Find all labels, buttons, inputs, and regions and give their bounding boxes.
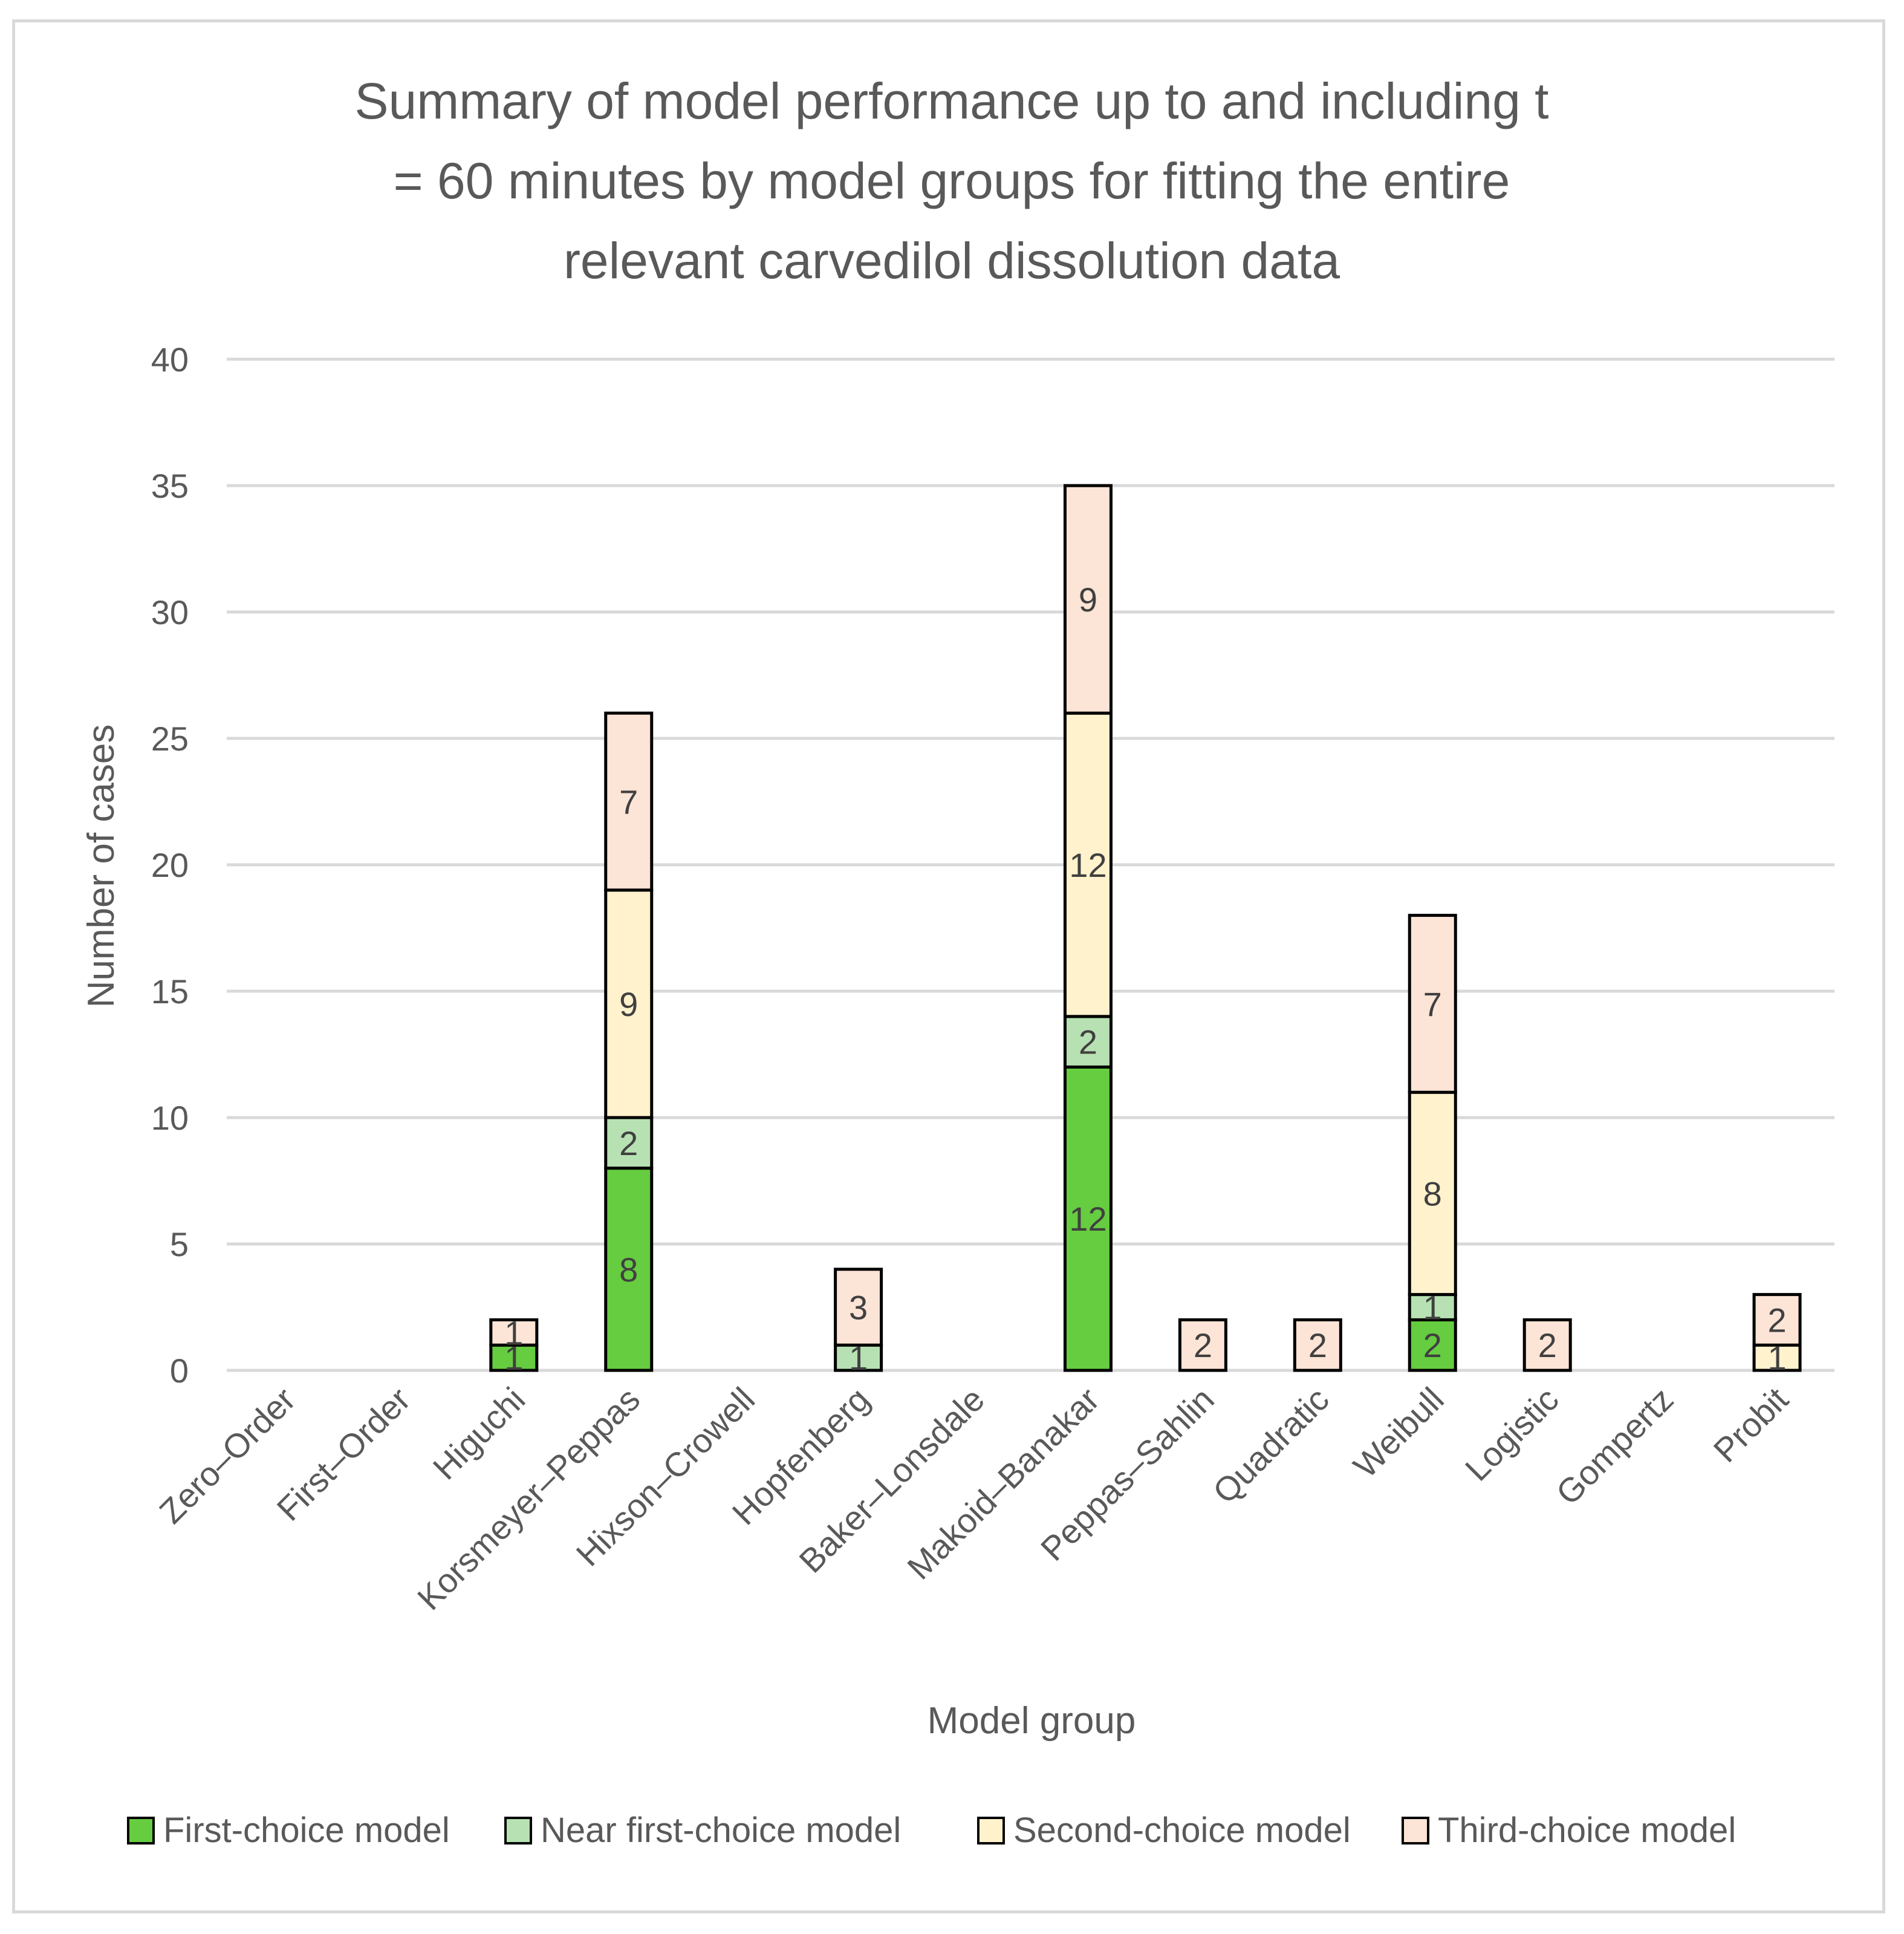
bar-segment (1408, 1318, 1457, 1372)
bar-segment (1752, 1293, 1802, 1347)
y-tick-label: 35 (151, 467, 189, 505)
y-tick-label: 5 (170, 1225, 189, 1263)
legend-label: Near first-choice model (541, 1811, 901, 1850)
data-label: 2 (1423, 1326, 1442, 1364)
bar-segment (489, 1343, 539, 1372)
data-label: 2 (1079, 1023, 1097, 1061)
bar-segment (604, 1167, 654, 1372)
data-label: 2 (619, 1124, 638, 1162)
bar-segment (604, 711, 654, 892)
legend-swatch (977, 1817, 1005, 1844)
bar-segment (1408, 914, 1457, 1094)
chart-title: Summary of model performance up to and i… (354, 73, 1548, 289)
bar-segment (1408, 1293, 1457, 1321)
data-label: 1 (504, 1314, 523, 1352)
y-tick-label: 10 (151, 1099, 189, 1137)
data-label: 3 (849, 1289, 868, 1327)
legend-swatch (504, 1817, 532, 1844)
data-label: 2 (1538, 1326, 1557, 1364)
legend-label: First-choice model (163, 1811, 450, 1850)
legend-swatch (127, 1817, 155, 1844)
bar-segment (1522, 1318, 1572, 1372)
data-label: 2 (1308, 1326, 1327, 1364)
y-tick-label: 25 (151, 720, 189, 758)
x-tick-label: Korsmeyer–Peppas (410, 1380, 647, 1617)
y-tick-label: 15 (151, 972, 189, 1011)
x-tick-label: Gompertz (1548, 1380, 1680, 1512)
chart-frame (12, 19, 1885, 1913)
bar-segment (834, 1268, 883, 1347)
data-label: 2 (1767, 1301, 1786, 1339)
x-tick-label: Probit (1706, 1380, 1796, 1470)
y-tick-label: 0 (170, 1352, 189, 1390)
bar-segment (1063, 1065, 1113, 1372)
x-tick-label: Higuchi (426, 1380, 533, 1487)
x-tick-label: Weibull (1346, 1380, 1451, 1485)
legend-label: Third-choice model (1438, 1811, 1736, 1850)
data-label: 9 (619, 985, 638, 1023)
data-label: 7 (1423, 985, 1442, 1023)
chart-title-line-3: relevant carvedilol dissolution data (564, 232, 1340, 289)
bar-segment (1293, 1318, 1342, 1372)
data-label: 8 (1423, 1174, 1442, 1213)
bar-segment (1178, 1318, 1227, 1372)
y-axis-ticks: 0 5 10 15 20 25 30 35 40 (151, 340, 189, 1390)
y-tick-label: 20 (151, 846, 189, 884)
bar-segment (604, 888, 654, 1119)
data-label: 8 (619, 1251, 638, 1289)
chart-title-line-1: Summary of model performance up to and i… (354, 73, 1548, 129)
data-label: 9 (1079, 581, 1097, 619)
data-label: 7 (619, 783, 638, 821)
bar-segment (489, 1318, 539, 1347)
gridlines (227, 357, 1834, 1372)
legend-label: Second-choice model (1013, 1811, 1351, 1850)
data-label: 12 (1069, 1200, 1106, 1238)
x-tick-label: Quadratic (1206, 1380, 1336, 1511)
legend: First-choice model Near first-choice mode… (127, 1811, 1736, 1850)
y-tick-label: 30 (151, 593, 189, 631)
x-axis-title: Model group (928, 1700, 1136, 1742)
x-tick-label: Logistic (1458, 1380, 1566, 1488)
bar-segment (1063, 484, 1113, 715)
x-tick-label: Makoid–Banakar (900, 1380, 1106, 1587)
y-tick-label: 40 (151, 340, 189, 379)
data-label: 12 (1069, 846, 1106, 884)
legend-swatch (1402, 1817, 1429, 1844)
data-label: 2 (1194, 1326, 1212, 1364)
chart-title-line-2: = 60 minutes by model groups for fitting… (394, 152, 1510, 209)
y-axis-title: Number of cases (80, 724, 122, 1008)
